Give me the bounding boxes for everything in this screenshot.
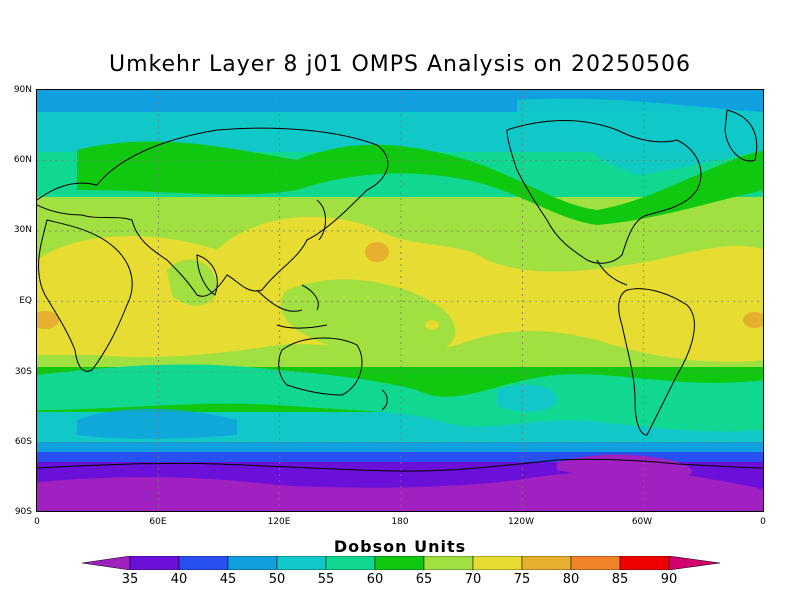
colorbar-swatch-45-50 [227,556,278,570]
lon-label-180: 180 [391,517,409,527]
colorbar-swatch-70-75 [472,556,523,570]
lat-label-90s: 90S [14,507,32,517]
colorbar-label-75: 75 [513,572,531,587]
colorbar-high-arrow [668,556,720,570]
colorbar-low-arrow [82,556,131,570]
lat-label-eq: EQ [19,296,32,306]
colorbar-label-90: 90 [660,572,678,587]
lon-label-120e: 120E [267,517,291,527]
lat-label-90n: 90N [13,85,32,95]
lon-label-60w: 60W [631,517,653,527]
colorbar-swatch-35-40 [129,556,180,570]
colorbar-swatch-65-70 [423,556,474,570]
lon-label-120w: 120W [507,517,535,527]
colorbar-title: Dobson Units [333,537,467,556]
ozone-field [37,90,763,511]
colorbar-label-70: 70 [464,572,482,587]
colorbar-label-80: 80 [562,572,580,587]
colorbar-swatch-55-60 [325,556,376,570]
colorbar-swatch-40-45 [178,556,229,570]
colorbar-label-60: 60 [366,572,384,587]
map-title: Umkehr Layer 8 j01 OMPS Analysis on 2025… [109,52,691,77]
lon-label-0-right: 0 [760,517,766,527]
colorbar-swatch-75-80 [521,556,572,570]
colorbar [82,556,720,570]
colorbar-swatch-50-55 [276,556,327,570]
colorbar-label-45: 45 [219,572,237,587]
colorbar-label-40: 40 [170,572,188,587]
lat-label-60s: 60S [14,437,32,447]
lon-label-0-left: 0 [34,517,40,527]
colorbar-label-65: 65 [415,572,433,587]
colorbar-swatch-80-85 [570,556,621,570]
coastlines [37,109,763,472]
ozone-map [36,89,764,512]
colorbar-label-35: 35 [121,572,139,587]
lat-label-30n: 30N [13,225,32,235]
colorbar-swatch-60-65 [374,556,425,570]
colorbar-label-50: 50 [268,572,286,587]
colorbar-label-85: 85 [611,572,629,587]
lon-label-60e: 60E [149,517,167,527]
lat-label-60n: 60N [13,155,32,165]
colorbar-swatch-85-90 [619,556,670,570]
colorbar-label-55: 55 [317,572,335,587]
lat-label-30s: 30S [14,367,32,377]
